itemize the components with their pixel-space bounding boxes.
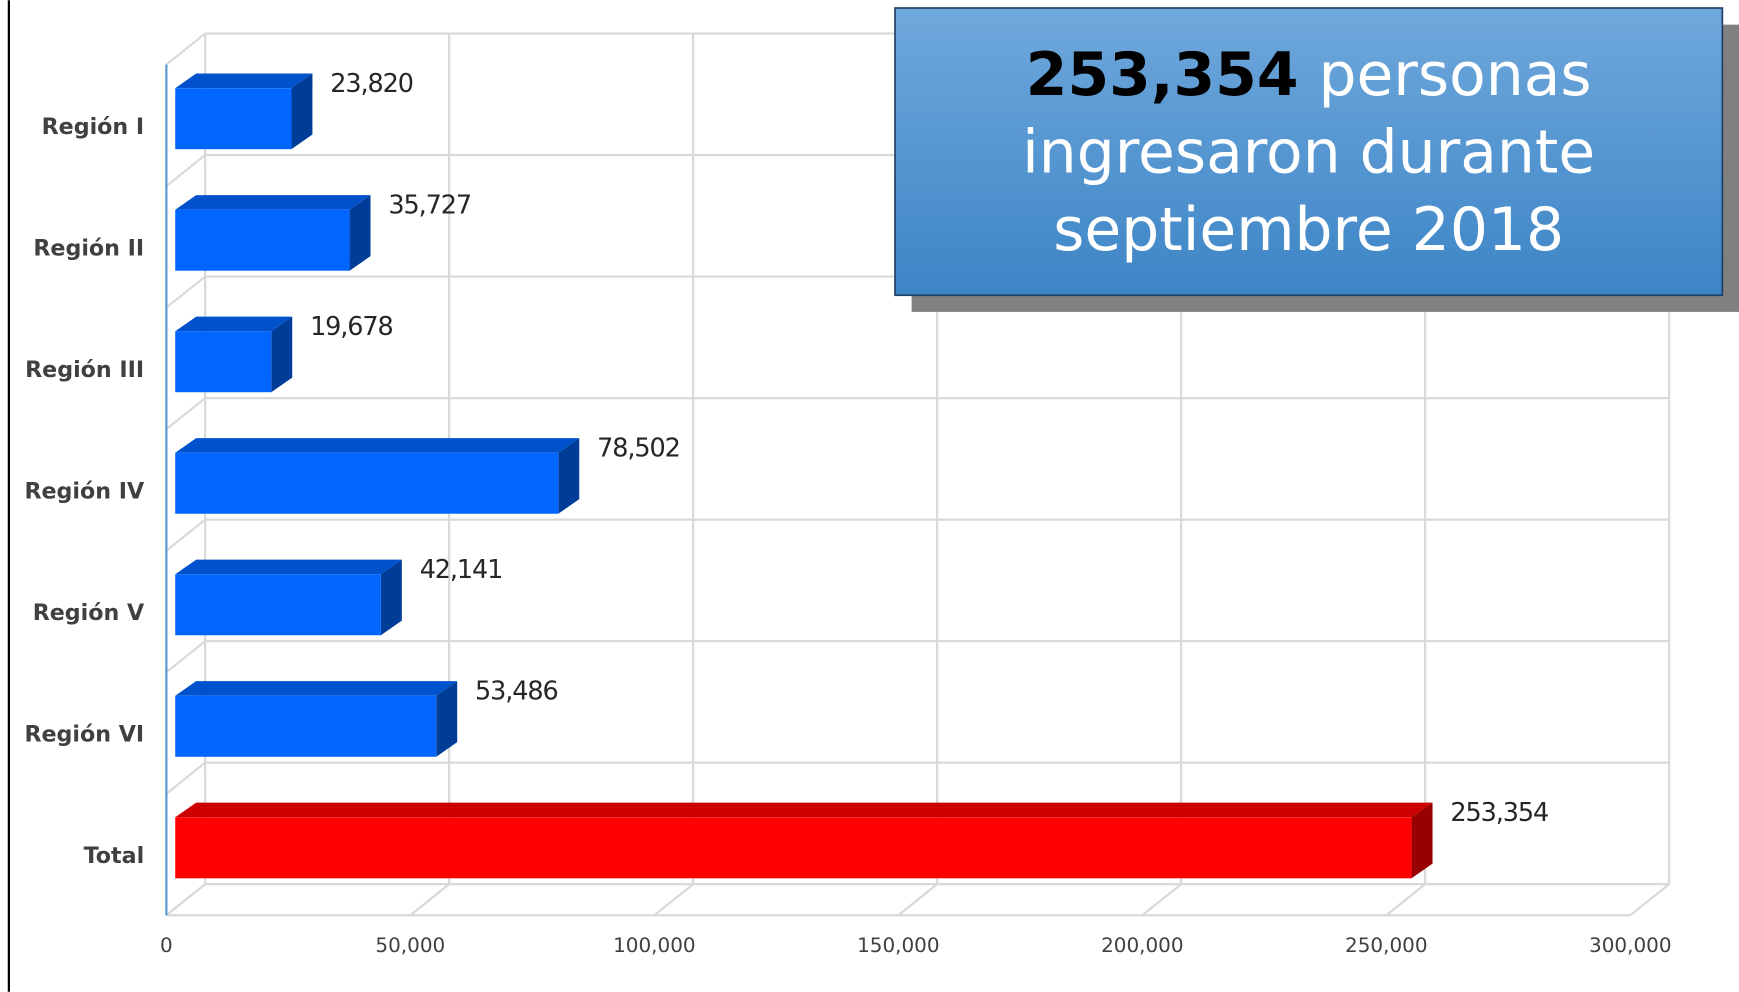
wall-grid <box>165 761 206 795</box>
bar <box>175 331 272 393</box>
bar <box>175 695 437 757</box>
wall-grid <box>165 518 206 552</box>
wall-grid <box>165 154 206 187</box>
bar-top <box>175 802 1433 818</box>
bar-side <box>1411 802 1433 879</box>
x-tick-label: 100,000 <box>613 933 696 957</box>
x-tick-label: 50,000 <box>375 933 445 957</box>
bar-side <box>558 438 580 514</box>
wall-grid <box>165 640 206 674</box>
floor-grid <box>1629 883 1670 917</box>
category-label: Región I <box>42 114 145 140</box>
wall-grid <box>165 275 206 309</box>
callout-text: personas <box>1318 39 1591 109</box>
value-label: 23,820 <box>330 69 413 99</box>
value-label: 78,502 <box>597 433 680 463</box>
bar <box>175 574 381 636</box>
bar <box>175 209 350 271</box>
category-label: Región V <box>33 600 145 626</box>
x-tick-label: 150,000 <box>857 933 940 957</box>
category-label: Región VI <box>24 722 144 748</box>
callout-text: 253,354 personas ingresaron durante septiem… <box>1022 39 1595 264</box>
floor-grid <box>1141 883 1182 917</box>
bar-top <box>175 195 371 210</box>
floor-grid <box>653 883 694 917</box>
bar-top <box>175 316 293 332</box>
bar-side <box>291 73 313 150</box>
callout-highlight: 253,354 <box>1026 39 1299 109</box>
floor-grid <box>165 883 206 917</box>
bar <box>175 452 559 514</box>
callout-line: 253,354 personas <box>1026 39 1592 109</box>
value-label: 253,354 <box>1450 798 1548 828</box>
bar <box>175 817 1412 879</box>
value-label: 19,678 <box>310 312 393 342</box>
wall-grid <box>165 397 206 431</box>
bar-top <box>175 559 402 575</box>
floor-grid <box>1385 883 1426 917</box>
x-tick-label: 200,000 <box>1101 933 1184 957</box>
bar-top <box>175 73 313 89</box>
bar <box>175 88 292 150</box>
callout: 253,354 personas ingresaron durante septiem… <box>894 7 1739 312</box>
category-label: Región IV <box>24 479 145 505</box>
floor-grid <box>409 883 450 917</box>
callout-line: ingresaron durante <box>1022 117 1595 187</box>
category-label: Región III <box>25 357 144 383</box>
bar-side <box>436 681 458 757</box>
bar-side <box>349 195 371 271</box>
category-label: Región II <box>33 236 144 262</box>
bar-side <box>380 559 402 636</box>
bar-top <box>175 438 580 453</box>
value-label: 35,727 <box>388 190 471 220</box>
bar-side <box>271 316 293 393</box>
wall-grid <box>165 32 206 66</box>
plot: 0 50,000 100,000 150,000 200,000 250,000 300,0… <box>24 32 1672 957</box>
category-label: Total <box>84 843 145 869</box>
x-tick-label: 250,000 <box>1345 933 1428 957</box>
floor-grid <box>897 883 938 917</box>
callout-box <box>894 7 1724 297</box>
x-tick-label: 0 <box>160 933 173 957</box>
value-label: 42,141 <box>420 555 503 585</box>
callout-line: septiembre 2018 <box>1053 195 1564 265</box>
x-tick-label: 300,000 <box>1589 933 1672 957</box>
value-label: 53,486 <box>475 676 558 706</box>
bar-top <box>175 681 458 696</box>
